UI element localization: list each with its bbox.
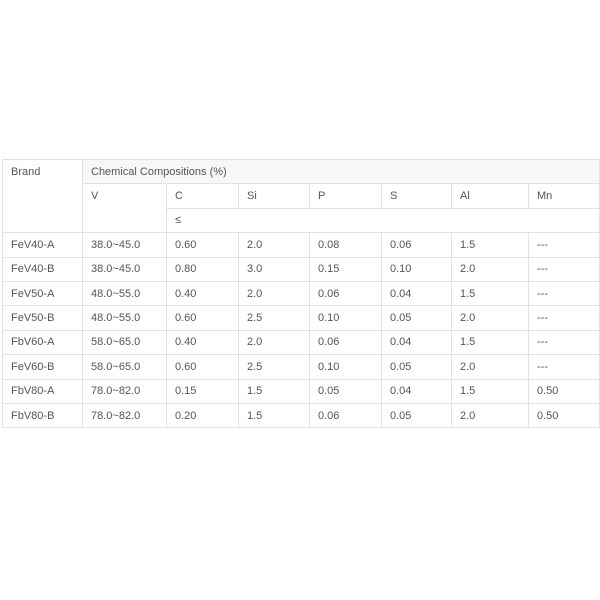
element-header-al: Al: [451, 183, 529, 209]
value-cell: 0.80: [166, 256, 239, 282]
value-cell: 0.60: [166, 305, 239, 331]
value-cell: 0.10: [309, 305, 382, 331]
value-cell: 78.0~82.0: [82, 378, 167, 404]
value-cell: 0.60: [166, 354, 239, 380]
value-cell: ---: [527, 329, 600, 356]
value-cell: 0.06: [309, 280, 382, 307]
value-cell: 2.0: [451, 402, 529, 429]
value-cell: 48.0~55.0: [82, 305, 167, 331]
table-row: FeV40-A 38.0~45.0 0.60 2.0 0.08 0.06 1.5 ---: [2, 232, 600, 258]
value-cell: 2.0: [238, 329, 310, 356]
value-cell: 1.5: [238, 378, 310, 404]
value-cell: 2.0: [238, 280, 310, 307]
value-cell: 38.0~45.0: [82, 256, 167, 282]
value-cell: 0.50: [527, 378, 600, 404]
element-header-p: P: [309, 183, 382, 209]
brand-cell: FeV40-A: [2, 232, 83, 258]
value-cell: 0.10: [309, 354, 382, 380]
value-cell: 2.5: [238, 354, 310, 380]
value-cell: 0.04: [381, 378, 452, 404]
value-cell: 38.0~45.0: [82, 232, 167, 258]
value-cell: 1.5: [451, 280, 529, 307]
table-row: FbV60-A 58.0~65.0 0.40 2.0 0.06 0.04 1.5 ---: [2, 329, 600, 356]
brand-cell: FbV80-B: [2, 402, 83, 429]
table-row: FbV80-A 78.0~82.0 0.15 1.5 0.05 0.04 1.5 0.50: [2, 378, 600, 404]
value-cell: 0.05: [309, 378, 382, 404]
value-cell: 0.15: [166, 378, 239, 404]
brand-header: Brand: [2, 158, 83, 234]
value-cell: 0.60: [166, 232, 239, 258]
value-cell: 1.5: [238, 402, 310, 429]
value-cell: ---: [527, 256, 600, 282]
brand-cell: FbV60-A: [2, 329, 83, 356]
element-header-v: V: [82, 183, 167, 234]
value-cell: ---: [527, 280, 600, 307]
value-cell: 0.04: [381, 280, 452, 307]
element-header-mn: Mn: [527, 183, 600, 209]
value-cell: ---: [527, 354, 600, 380]
value-cell: 0.04: [381, 329, 452, 356]
value-cell: 0.08: [309, 232, 382, 258]
brand-cell: FeV50-A: [2, 280, 83, 307]
value-cell: 0.20: [166, 402, 239, 429]
table-row: FeV60-B 58.0~65.0 0.60 2.5 0.10 0.05 2.0 ---: [2, 354, 600, 380]
limit-symbol: ≤: [165, 207, 600, 234]
table-row: FeV50-A 48.0~55.0 0.40 2.0 0.06 0.04 1.5 ---: [2, 280, 600, 307]
brand-cell: FbV80-A: [2, 378, 83, 404]
value-cell: 0.05: [381, 354, 452, 380]
chemical-composition-table: Brand Chemical Compositions (%) V C Si P…: [2, 158, 600, 429]
value-cell: 0.05: [381, 402, 452, 429]
value-cell: 2.0: [451, 305, 529, 331]
value-cell: 48.0~55.0: [82, 280, 167, 307]
value-cell: 0.06: [309, 329, 382, 356]
value-cell: 58.0~65.0: [82, 354, 167, 380]
value-cell: 2.5: [238, 305, 310, 331]
value-cell: 2.0: [451, 354, 529, 380]
value-cell: 2.0: [238, 232, 310, 258]
value-cell: 1.5: [451, 329, 529, 356]
value-cell: ---: [527, 232, 600, 258]
element-header-si: Si: [238, 183, 310, 209]
brand-cell: FeV60-B: [2, 354, 83, 380]
header-row-elements: V C Si P S Al Mn: [3, 183, 600, 234]
value-cell: 78.0~82.0: [82, 402, 167, 429]
value-cell: 3.0: [238, 256, 310, 282]
value-cell: 1.5: [451, 378, 529, 404]
value-cell: 0.10: [381, 256, 452, 282]
value-cell: 58.0~65.0: [82, 329, 167, 356]
table-row: FeV50-B 48.0~55.0 0.60 2.5 0.10 0.05 2.0 ---: [2, 305, 600, 331]
brand-cell: FeV40-B: [2, 256, 83, 282]
brand-cell: FeV50-B: [2, 305, 83, 331]
value-cell: 0.05: [381, 305, 452, 331]
value-cell: 0.40: [166, 329, 239, 356]
header-row-group: Brand Chemical Compositions (%): [2, 158, 600, 234]
value-cell: 0.15: [309, 256, 382, 282]
value-cell: 2.0: [451, 256, 529, 282]
value-cell: 0.06: [381, 232, 452, 258]
value-cell: 0.06: [309, 402, 382, 429]
element-header-c: C: [166, 183, 239, 209]
table-row: FeV40-B 38.0~45.0 0.80 3.0 0.15 0.10 2.0 ---: [2, 256, 600, 282]
table-row: FbV80-B 78.0~82.0 0.20 1.5 0.06 0.05 2.0 0.50: [2, 402, 600, 429]
element-header-s: S: [381, 183, 452, 209]
value-cell: 1.5: [451, 232, 529, 258]
chemical-compositions-header: Chemical Compositions (%): [81, 158, 600, 185]
value-cell: 0.40: [166, 280, 239, 307]
value-cell: ---: [527, 305, 600, 331]
value-cell: 0.50: [527, 402, 600, 429]
